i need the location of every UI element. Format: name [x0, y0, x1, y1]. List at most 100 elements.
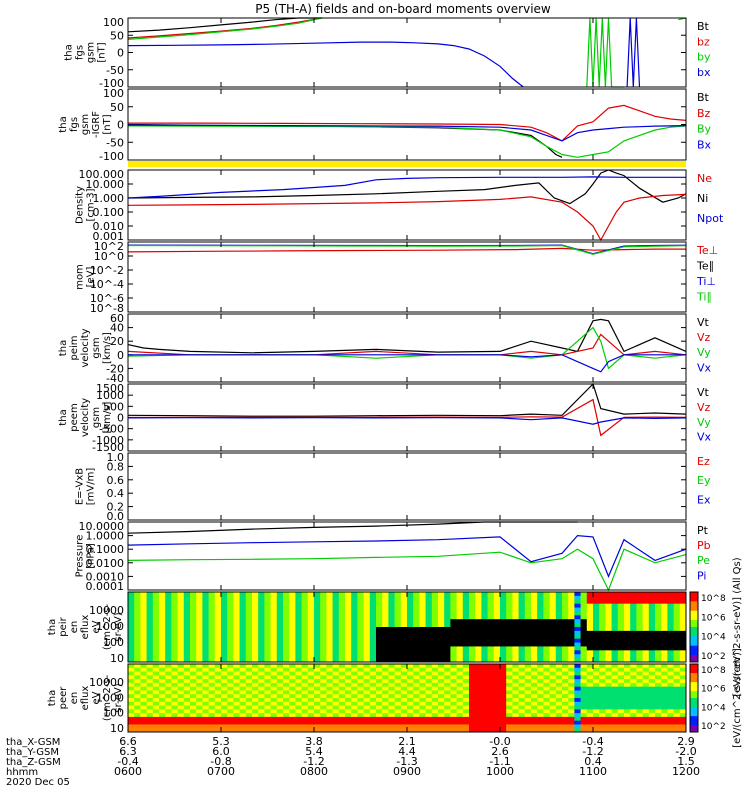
y-tick-label: -40: [106, 372, 124, 385]
heatmap-cell: [338, 658, 346, 663]
heatmap-cell: [146, 658, 154, 663]
heatmap-cell: [183, 679, 191, 684]
heatmap-cell: [326, 720, 334, 725]
heatmap-cell: [661, 642, 668, 647]
heatmap-cell: [140, 679, 148, 684]
heatmap-cell: [667, 713, 675, 718]
heatmap-cell: [128, 595, 135, 601]
heatmap-cell: [382, 603, 389, 609]
heatmap-cell: [531, 667, 538, 673]
heatmap-cell: [481, 623, 489, 628]
heatmap-cell: [593, 654, 600, 659]
heatmap-cell: [648, 623, 656, 628]
heatmap-cell: [183, 623, 191, 628]
heatmap-cell: [190, 664, 197, 669]
heatmap-cell: [648, 646, 656, 651]
heatmap-cell: [679, 713, 687, 718]
heatmap-cell: [506, 619, 513, 624]
heatmap-cell: [332, 675, 340, 680]
heatmap-cell: [562, 627, 569, 632]
heatmap-cell: [636, 623, 644, 628]
heatmap-cell: [630, 720, 637, 725]
heatmap-cell: [202, 611, 210, 616]
heatmap-cell: [636, 694, 644, 699]
series-line: [127, 244, 687, 255]
series-line: [127, 125, 687, 158]
heatmap-cell: [134, 698, 141, 703]
heatmap-cell: [369, 724, 377, 729]
heatmap-cell: [264, 592, 272, 597]
heatmap-cell: [332, 592, 340, 597]
heatmap-cell: [500, 638, 507, 644]
heatmap-cell: [599, 654, 606, 659]
heatmap-cell: [419, 646, 427, 651]
heatmap-cell: [233, 724, 241, 729]
heatmap-cell: [549, 592, 557, 597]
heatmap-cell: [549, 603, 557, 609]
heatmap-cell: [301, 634, 309, 640]
heatmap-cell: [357, 642, 365, 647]
heatmap-cell: [171, 686, 179, 691]
heatmap-cell: [351, 638, 358, 644]
heatmap-cell: [624, 595, 631, 601]
heatmap-cell: [568, 623, 575, 628]
heatmap-cell: [388, 658, 396, 663]
heatmap-cell: [264, 671, 272, 676]
heatmap-cell: [655, 619, 662, 624]
heatmap-cell: [506, 658, 513, 663]
heatmap-cell: [506, 720, 513, 725]
heatmap-cell: [301, 619, 309, 624]
heatmap-cell: [326, 599, 334, 605]
heatmap-cell: [134, 682, 141, 688]
heatmap-cell: [388, 720, 396, 725]
heatmap-cell: [394, 701, 402, 707]
y-axis-label: tha: [64, 44, 75, 60]
heatmap-cell: [208, 679, 216, 684]
heatmap-cell: [518, 646, 526, 651]
heatmap-cell: [438, 650, 445, 655]
heatmap-cell: [289, 686, 296, 691]
heatmap-cell: [171, 667, 179, 673]
heatmap-cell: [208, 675, 216, 680]
heatmap-cell: [264, 686, 272, 691]
colorbar-cell: [690, 675, 698, 679]
heatmap-cell: [431, 646, 439, 651]
heatmap-cell: [345, 603, 352, 609]
heatmap-cell: [624, 599, 631, 605]
heatmap-cell: [202, 630, 210, 636]
heatmap-cell: [326, 607, 334, 612]
heatmap-cell: [462, 667, 470, 673]
heatmap-cell: [450, 595, 458, 601]
heatmap-cell: [438, 690, 445, 695]
heatmap-cell: [475, 642, 482, 647]
y-axis-label: sr-eV): [113, 683, 124, 712]
heatmap-cell: [295, 623, 303, 628]
heatmap-cell: [431, 667, 439, 673]
heatmap-cell: [419, 679, 427, 684]
heatmap-cell: [500, 599, 507, 605]
heatmap-cell: [233, 694, 241, 699]
heatmap-cell: [376, 724, 383, 729]
heatmap-cell: [276, 638, 284, 644]
heatmap-cell: [413, 667, 420, 673]
heatmap-cell: [487, 675, 495, 680]
heatmap-cell: [159, 664, 166, 669]
heatmap-cell: [233, 701, 241, 707]
heatmap-cell: [128, 690, 135, 695]
heatmap-cell: [301, 650, 309, 655]
heatmap-cell: [438, 642, 445, 647]
heatmap-cell: [245, 724, 253, 729]
heatmap-cell: [574, 623, 582, 628]
heatmap-cell: [146, 642, 154, 647]
heatmap-cell: [264, 675, 272, 680]
heatmap-cell: [357, 630, 365, 636]
heatmap-cell: [190, 599, 197, 605]
heatmap-cell: [456, 724, 464, 729]
heatmap-cell: [444, 627, 451, 632]
heatmap-cell: [586, 623, 594, 628]
heatmap-cell: [586, 630, 594, 636]
heatmap-cell: [469, 667, 476, 673]
heatmap-cell: [617, 658, 625, 663]
heatmap-cell: [562, 599, 569, 605]
heatmap-cell: [202, 664, 210, 669]
